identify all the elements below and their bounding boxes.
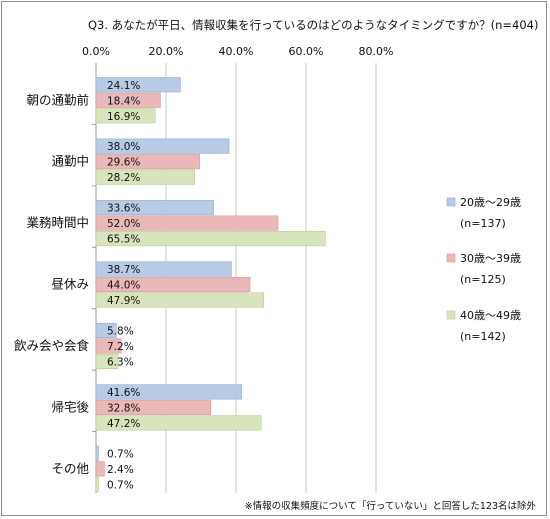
legend-swatch <box>446 310 456 320</box>
bar <box>95 445 99 461</box>
category-label: その他 <box>51 461 89 476</box>
x-axis-tick-labels: 0.0% 20.0% 40.0% 60.0% 80.0% <box>82 45 393 58</box>
bar <box>95 77 181 93</box>
bar <box>95 415 262 431</box>
bar <box>95 399 212 415</box>
data-label: 65.5% <box>107 234 140 246</box>
bar <box>95 322 117 339</box>
legend-series-name: 40歳～49歳 <box>460 309 521 322</box>
x-tick-label: 80.0% <box>359 45 394 58</box>
data-label: 38.7% <box>107 264 140 276</box>
data-label: 7.2% <box>107 341 134 353</box>
data-label: 2.4% <box>107 464 134 476</box>
chart-title: Q3. あなたが平日、情報収集を行っているのはどのようなタイミングですか？(n=… <box>88 18 538 32</box>
footnote: ※情報の収集頻度について「行っていない」と回答した123名は除外 <box>245 500 537 512</box>
category-label: 朝の通勤前 <box>26 92 89 107</box>
x-tick-label: 60.0% <box>289 45 324 58</box>
data-label: 5.8% <box>107 325 134 337</box>
data-label: 33.6% <box>107 203 140 215</box>
bar <box>95 353 119 370</box>
legend: 20歳～29歳 (n=137) 30歳～39歳 (n=125) 40歳～49歳 (n=14… <box>446 196 521 343</box>
legend-swatch <box>446 197 456 207</box>
bar <box>95 261 232 277</box>
data-label: 24.1% <box>107 80 140 92</box>
data-label: 32.8% <box>107 402 140 414</box>
data-label: 47.2% <box>107 418 140 430</box>
x-tick-label: 20.0% <box>149 45 184 58</box>
data-label: 28.2% <box>107 172 140 184</box>
category-label: 昼休み <box>51 277 89 292</box>
data-label: 44.0% <box>107 280 140 292</box>
bar <box>95 138 230 154</box>
data-label: 52.0% <box>107 218 140 230</box>
data-label: 47.9% <box>107 295 140 307</box>
legend-series-name: 20歳～29歳 <box>460 196 521 209</box>
category-label: 飲み会や会食 <box>14 338 90 353</box>
bar <box>95 108 156 124</box>
bar <box>95 92 161 108</box>
bar <box>95 338 122 354</box>
data-label: 0.7% <box>107 448 134 460</box>
bars: 24.1% 18.4% 16.9% 38.0% 29.6% 28.2% 33.6% 52.0%… <box>95 77 326 492</box>
data-label: 16.9% <box>107 111 140 123</box>
bar <box>95 169 195 185</box>
category-label: 帰宅後 <box>51 399 89 414</box>
data-label: 6.3% <box>107 356 134 368</box>
category-label: 通勤中 <box>51 154 89 169</box>
data-label: 18.4% <box>107 95 140 107</box>
bar <box>95 231 326 247</box>
legend-series-n: (n=137) <box>460 217 506 230</box>
bar <box>95 384 242 400</box>
bar <box>95 461 105 477</box>
legend-series-name: 30歳～39歳 <box>460 252 521 265</box>
data-label: 0.7% <box>107 479 134 491</box>
category-label: 業務時間中 <box>26 215 89 230</box>
data-label: 41.6% <box>107 387 140 399</box>
legend-series-n: (n=142) <box>460 330 506 343</box>
x-tick-label: 40.0% <box>219 45 254 58</box>
bar <box>95 292 264 308</box>
x-tick-label: 0.0% <box>82 45 110 58</box>
bar <box>95 476 99 492</box>
legend-swatch <box>446 253 456 263</box>
data-label: 29.6% <box>107 157 140 169</box>
bar <box>95 200 214 216</box>
data-label: 38.0% <box>107 141 140 153</box>
bar <box>95 215 279 231</box>
legend-series-n: (n=125) <box>460 273 506 286</box>
bar <box>95 154 200 170</box>
bar <box>95 276 251 293</box>
